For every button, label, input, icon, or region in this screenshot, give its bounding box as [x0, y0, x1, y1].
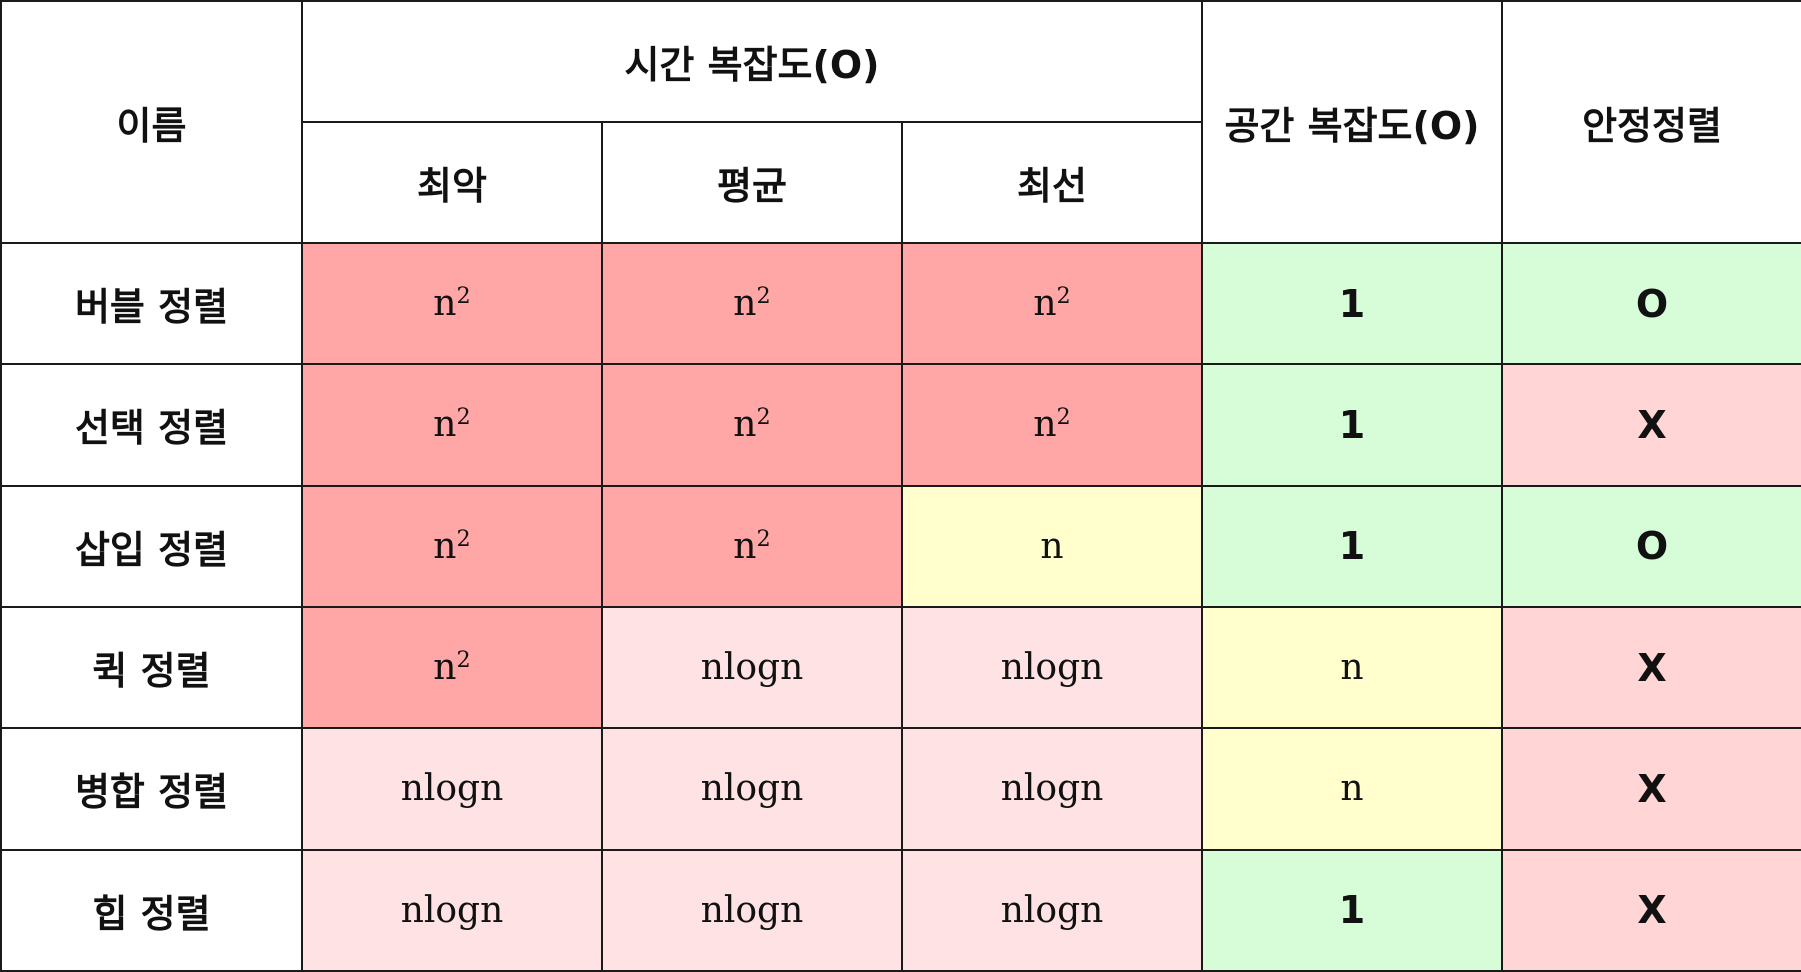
best-complexity-exponent: 2	[1056, 404, 1071, 431]
worst-complexity-cell: n2	[301, 241, 603, 366]
average-complexity-base: n	[733, 283, 757, 325]
average-complexity-exponent: 2	[756, 282, 771, 309]
worst-complexity-exponent: 2	[456, 282, 471, 309]
row-name-cell: 삽입 정렬	[0, 484, 303, 608]
worst-complexity-base: n	[433, 283, 457, 325]
best-complexity-cell: nlogn	[900, 605, 1204, 730]
worst-complexity-cell: n2	[301, 363, 603, 487]
row-name-cell: 퀵 정렬	[0, 605, 303, 730]
worst-complexity-exponent: 2	[456, 525, 471, 552]
average-complexity-base: nlogn	[700, 647, 804, 689]
header-best: 최선	[900, 121, 1204, 244]
average-complexity-cell: nlogn	[601, 848, 903, 972]
best-complexity-cell: n2	[900, 363, 1204, 487]
average-complexity-base: n	[733, 404, 757, 446]
stable-cell: X	[1501, 848, 1801, 972]
best-complexity-base: n	[1040, 525, 1064, 567]
best-complexity-cell: nlogn	[900, 727, 1204, 851]
stable-cell: X	[1501, 363, 1801, 487]
average-complexity-exponent: 2	[756, 525, 771, 552]
table-body: 버블 정렬 n2 n2 n2 1 O 선택 정렬 n2 n2 n2 1 X 삽입 정렬 n2 n2 n 1 O 퀵 …	[0, 241, 1801, 972]
header-space-complexity: 공간 복잡도(O)	[1201, 0, 1504, 244]
average-complexity-cell: n2	[601, 363, 903, 487]
table-row: 버블 정렬 n2 n2 n2 1 O	[0, 241, 1801, 366]
stable-cell: X	[1501, 727, 1801, 851]
worst-complexity-base: n	[433, 404, 457, 446]
table-row: 삽입 정렬 n2 n2 n 1 O	[0, 484, 1801, 608]
worst-complexity-base: n	[433, 525, 457, 567]
average-complexity-base: n	[733, 525, 757, 567]
best-complexity-cell: nlogn	[900, 848, 1204, 972]
worst-complexity-base: nlogn	[400, 768, 504, 810]
average-complexity-base: nlogn	[700, 889, 804, 931]
best-complexity-base: nlogn	[1000, 768, 1104, 810]
best-complexity-base: n	[1033, 404, 1057, 446]
stable-cell: O	[1501, 484, 1801, 608]
average-complexity-base: nlogn	[700, 768, 804, 810]
worst-complexity-cell: nlogn	[301, 727, 603, 851]
row-name-cell: 힙 정렬	[0, 848, 303, 972]
worst-complexity-cell: n2	[301, 484, 603, 608]
average-complexity-cell: nlogn	[601, 605, 903, 730]
best-complexity-base: n	[1033, 283, 1057, 325]
worst-complexity-exponent: 2	[456, 404, 471, 431]
header-stable: 안정정렬	[1501, 0, 1801, 244]
average-complexity-cell: nlogn	[601, 727, 903, 851]
space-complexity-cell: 1	[1201, 484, 1504, 608]
best-complexity-base: nlogn	[1000, 647, 1104, 689]
average-complexity-cell: n2	[601, 241, 903, 366]
table-row: 퀵 정렬 n2 nlogn nlogn n X	[0, 605, 1801, 730]
row-name-cell: 선택 정렬	[0, 363, 303, 487]
row-name-cell: 병합 정렬	[0, 727, 303, 851]
space-complexity-cell: n	[1201, 727, 1504, 851]
average-complexity-cell: n2	[601, 484, 903, 608]
best-complexity-exponent: 2	[1056, 282, 1071, 309]
worst-complexity-cell: nlogn	[301, 848, 603, 972]
stable-cell: X	[1501, 605, 1801, 730]
average-complexity-exponent: 2	[756, 404, 771, 431]
header-worst: 최악	[301, 121, 603, 244]
worst-complexity-cell: n2	[301, 605, 603, 730]
row-name-cell: 버블 정렬	[0, 241, 303, 366]
best-complexity-cell: n2	[900, 241, 1204, 366]
header-average: 평균	[601, 121, 903, 244]
worst-complexity-base: nlogn	[400, 889, 504, 931]
best-complexity-cell: n	[900, 484, 1204, 608]
space-complexity-cell: n	[1201, 605, 1504, 730]
worst-complexity-exponent: 2	[456, 646, 471, 673]
table-row: 선택 정렬 n2 n2 n2 1 X	[0, 363, 1801, 487]
worst-complexity-base: n	[433, 647, 457, 689]
space-complexity-cell: 1	[1201, 241, 1504, 366]
table-row: 병합 정렬 nlogn nlogn nlogn n X	[0, 727, 1801, 851]
header-time-complexity: 시간 복잡도(O)	[300, 0, 1204, 123]
best-complexity-base: nlogn	[1000, 889, 1104, 931]
stable-cell: O	[1501, 241, 1801, 366]
table-row: 힙 정렬 nlogn nlogn nlogn 1 X	[0, 848, 1801, 972]
space-complexity-cell: 1	[1201, 848, 1504, 972]
space-complexity-cell: 1	[1201, 363, 1504, 487]
header-name: 이름	[0, 0, 303, 244]
